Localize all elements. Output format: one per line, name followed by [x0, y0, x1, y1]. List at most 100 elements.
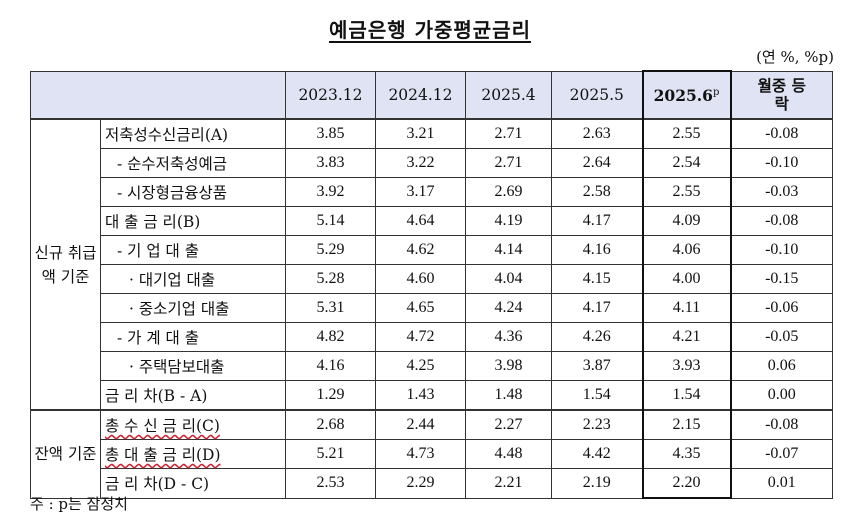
- table-row: - 가 계 대 출 4.82 4.72 4.36 4.26 4.21 -0.05: [31, 322, 833, 352]
- interest-rate-table: 2023.12 2024.12 2025.4 2025.5 2025.6p 월중…: [30, 70, 833, 499]
- row-label: 총 대 출 금 리(D): [100, 439, 286, 469]
- cell-value: 1.43: [375, 380, 466, 411]
- row-label: 총 수 신 금 리(C): [100, 409, 286, 440]
- cell-value: 4.26: [551, 322, 643, 352]
- cell-value: 2.19: [551, 468, 643, 499]
- row-label: 대 출 금 리(B): [100, 206, 286, 236]
- row-label: - 기 업 대 출: [100, 235, 286, 265]
- cell-value: 2.23: [551, 409, 643, 440]
- row-label: · 대기업 대출: [100, 264, 286, 294]
- cell-value: 2.55: [641, 177, 732, 207]
- cell-value: 2.68: [285, 409, 376, 440]
- cell-value: 2.15: [641, 409, 732, 440]
- cell-value: 3.17: [375, 177, 466, 207]
- cell-value: 4.64: [375, 206, 466, 236]
- cell-value: 2.29: [375, 468, 466, 499]
- cell-value: 2.69: [465, 177, 552, 207]
- table-row: - 시장형금융상품 3.92 3.17 2.69 2.58 2.55 -0.03: [31, 177, 833, 207]
- cell-value: 3.87: [551, 351, 643, 381]
- cell-value: 2.55: [641, 118, 732, 149]
- cell-value: 4.48: [465, 439, 552, 469]
- cell-value: 2.20: [641, 468, 732, 499]
- cell-value: -0.10: [730, 235, 833, 265]
- row-label: 금 리 차(D - C): [100, 468, 286, 499]
- cell-value: 4.65: [375, 293, 466, 323]
- cell-value: 3.93: [641, 351, 732, 381]
- footnote: 주 : p는 잠정치: [30, 495, 128, 513]
- cell-value: 4.04: [465, 264, 552, 294]
- table-row: 금 리 차(D - C) 2.53 2.29 2.21 2.19 2.20 0.01: [31, 468, 833, 499]
- row-label: · 주택담보대출: [100, 351, 286, 381]
- cell-value: 3.21: [375, 118, 466, 149]
- cell-value: 4.16: [551, 235, 643, 265]
- cell-value: -0.08: [730, 118, 833, 149]
- cell-value: 4.00: [641, 264, 732, 294]
- table-row: 잔액 기준 총 수 신 금 리(C) 2.68 2.44 2.27 2.23 2.15 -0.…: [30, 409, 833, 499]
- cell-value: -0.06: [730, 293, 833, 323]
- cell-value: 0.00: [730, 380, 833, 411]
- cell-value: 3.83: [285, 148, 376, 178]
- row-label: - 순수저축성예금: [100, 148, 286, 178]
- cell-value: 0.06: [730, 351, 833, 381]
- header-2025-4: 2025.4: [465, 70, 552, 120]
- cell-value: 4.72: [375, 322, 466, 352]
- group-balance-label: 잔액 기준: [30, 409, 101, 499]
- cell-value: 5.28: [285, 264, 376, 294]
- cell-value: 4.21: [641, 322, 732, 352]
- cell-value: 2.64: [551, 148, 643, 178]
- cell-value: 5.29: [285, 235, 376, 265]
- table-row: · 대기업 대출 5.28 4.60 4.04 4.15 4.00 -0.15: [31, 264, 833, 294]
- table-title: 예금은행 가중평균금리: [329, 18, 531, 42]
- cell-value: 4.16: [285, 351, 376, 381]
- cell-value: 2.21: [465, 468, 552, 499]
- cell-value: 4.36: [465, 322, 552, 352]
- cell-value: 4.17: [551, 293, 643, 323]
- cell-value: 4.62: [375, 235, 466, 265]
- cell-value: -0.08: [730, 206, 833, 236]
- cell-value: -0.10: [730, 148, 833, 178]
- table-row: · 주택담보대출 4.16 4.25 3.98 3.87 3.93 0.06: [31, 351, 833, 381]
- cell-value: -0.05: [730, 322, 833, 352]
- cell-value: 4.14: [465, 235, 552, 265]
- cell-value: 4.09: [641, 206, 732, 236]
- cell-value: 2.58: [551, 177, 643, 207]
- header-row: 2023.12 2024.12 2025.4 2025.5 2025.6p 월중…: [30, 70, 833, 120]
- row-label: - 시장형금융상품: [100, 177, 286, 207]
- cell-value: 1.54: [641, 380, 732, 411]
- cell-value: 4.17: [551, 206, 643, 236]
- cell-value: 3.22: [375, 148, 466, 178]
- cell-value: 1.54: [551, 380, 643, 411]
- cell-value: -0.15: [730, 264, 833, 294]
- header-monthly-change: 월중 등락: [730, 70, 833, 120]
- cell-value: 4.73: [375, 439, 466, 469]
- cell-value: 0.01: [730, 468, 833, 499]
- group-new-label: 신규 취급액 기준: [30, 118, 101, 411]
- cell-value: 4.19: [465, 206, 552, 236]
- header-2025-5: 2025.5: [551, 70, 643, 120]
- row-label: · 중소기업 대출: [100, 293, 286, 323]
- cell-value: 5.31: [285, 293, 376, 323]
- header-blank: [30, 70, 286, 120]
- cell-value: -0.03: [730, 177, 833, 207]
- cell-value: 4.25: [375, 351, 466, 381]
- cell-value: 5.21: [285, 439, 376, 469]
- cell-value: 4.11: [641, 293, 732, 323]
- cell-value: 5.14: [285, 206, 376, 236]
- cell-value: 2.54: [641, 148, 732, 178]
- cell-value: 2.27: [465, 409, 552, 440]
- cell-value: 4.24: [465, 293, 552, 323]
- unit-label: (연 %, %p): [756, 48, 834, 66]
- cell-value: 1.29: [285, 380, 376, 411]
- cell-value: 4.15: [551, 264, 643, 294]
- cell-value: 3.98: [465, 351, 552, 381]
- cell-value: 3.92: [285, 177, 376, 207]
- cell-value: 4.60: [375, 264, 466, 294]
- row-label: - 가 계 대 출: [100, 322, 286, 352]
- cell-value: 4.35: [641, 439, 732, 469]
- table-row: - 순수저축성예금 3.83 3.22 2.71 2.64 2.54 -0.10: [31, 148, 833, 178]
- cell-value: 4.06: [641, 235, 732, 265]
- cell-value: 2.44: [375, 409, 466, 440]
- table-row: 총 대 출 금 리(D) 5.21 4.73 4.48 4.42 4.35 -0.07: [31, 439, 833, 469]
- cell-value: 3.85: [285, 118, 376, 149]
- row-label: 저축성수신금리(A): [100, 118, 286, 149]
